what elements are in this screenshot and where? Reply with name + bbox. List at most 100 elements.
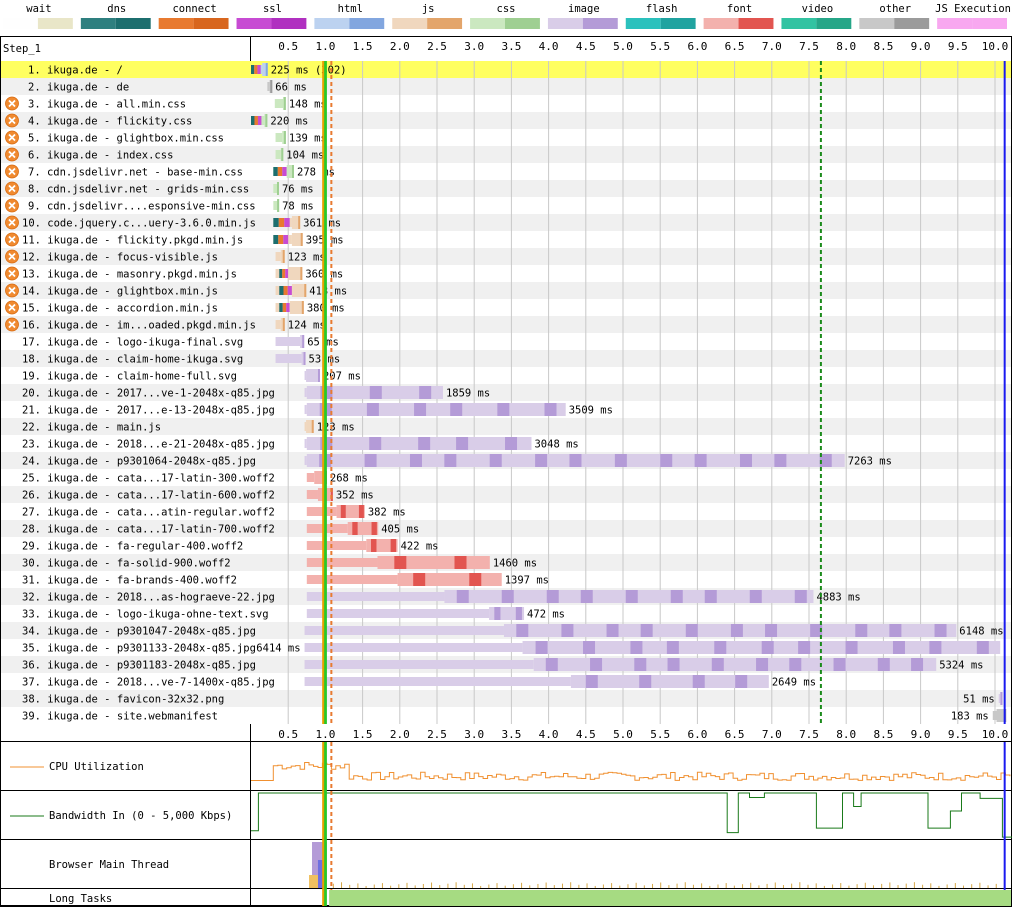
- request-time: 1397 ms: [505, 575, 549, 587]
- request-row: 8. cdn.jsdelivr.net - grids-min.css 76 ms: [5, 181, 314, 196]
- request-chunk: [371, 522, 377, 535]
- main-thread-tick: [971, 884, 973, 888]
- main-thread-tick: [889, 882, 891, 888]
- request-label: 9. cdn.jsdelivr....esponsive-min.css: [28, 201, 256, 213]
- request-wait-bar: [304, 388, 307, 397]
- request-chunk: [516, 624, 529, 637]
- main-thread-activity: [317, 860, 326, 888]
- request-time: 104 ms: [286, 150, 324, 162]
- legend-swatch: [392, 18, 463, 29]
- request-chunk: [450, 403, 463, 416]
- request-label: 17. ikuga.de - logo-ikuga-final.svg: [22, 337, 243, 349]
- main-thread-tick: [709, 885, 711, 888]
- request-download-bar: [300, 335, 305, 348]
- main-thread-tick: [349, 884, 351, 888]
- row-background: [1, 316, 1011, 333]
- main-thread-tick: [341, 882, 343, 888]
- ssl-bar: [257, 116, 262, 125]
- request-row: 16. ikuga.de - im...oaded.pkgd.min.js 124…: [5, 317, 326, 332]
- connect-bar: [282, 269, 286, 278]
- request-chunk: [282, 250, 285, 263]
- request-chunk: [730, 624, 743, 637]
- dns-bar: [251, 116, 255, 125]
- x-tick-label: 7.0: [762, 728, 782, 741]
- request-label: 35. ikuga.de - p9301133-2048x-q85.jpg: [22, 643, 256, 655]
- row-background: [1, 571, 1011, 588]
- request-chunk: [494, 607, 501, 620]
- x-tick-label: 10.0: [982, 728, 1009, 741]
- main-thread-tick: [701, 883, 703, 888]
- request-chunk: [929, 641, 942, 654]
- request-chunk: [735, 675, 748, 688]
- request-chunk: [798, 641, 811, 654]
- legend-label: ssl: [263, 3, 282, 15]
- request-label: 16. ikuga.de - im...oaded.pkgd.min.js: [22, 320, 256, 332]
- x-tick-label: 5.5: [650, 728, 670, 741]
- row-background: [1, 248, 1011, 265]
- request-chunk: [789, 658, 802, 671]
- request-row: 28. ikuga.de - cata...17-latin-700.woff2…: [22, 522, 419, 536]
- x-tick-label: 9.5: [948, 40, 968, 53]
- request-row: 14. ikuga.de - glightbox.min.js 413 ms: [5, 283, 347, 298]
- request-row: 21. ikuga.de - 2017...e-13-2048x-q85.jpg…: [22, 403, 613, 417]
- request-chunk: [877, 658, 890, 671]
- request-label: 29. ikuga.de - fa-regular-400.woff2: [22, 541, 243, 553]
- request-time: 352 ms: [336, 490, 374, 502]
- request-download-bar: [289, 301, 304, 314]
- row-background: [1, 180, 1011, 197]
- main-thread-activity: [309, 875, 318, 888]
- main-thread-tick: [750, 882, 752, 888]
- request-time: 5324 ms: [939, 660, 983, 672]
- request-label: 1. ikuga.de - /: [28, 65, 123, 77]
- main-thread-tick: [447, 883, 449, 888]
- request-row: 12. ikuga.de - focus-visible.js 123 ms: [5, 249, 326, 264]
- legend-item-flash: flash: [625, 3, 696, 29]
- row-background: [1, 418, 1011, 435]
- request-chunk: [660, 454, 673, 467]
- main-thread-tick: [692, 884, 694, 888]
- request-chunk: [364, 454, 377, 467]
- request-time: 382 ms: [368, 507, 406, 519]
- request-chunk: [419, 386, 432, 399]
- main-thread-tick: [545, 882, 547, 888]
- request-chunk: [585, 675, 598, 688]
- request-chunk: [892, 641, 905, 654]
- request-chunk: [546, 590, 559, 603]
- legend-item-js-execution: JS Execution: [935, 3, 1011, 29]
- main-thread-tick: [406, 882, 408, 888]
- request-download-bar: [996, 709, 1007, 722]
- request-chunk: [456, 590, 469, 603]
- legend-item-other: other: [859, 3, 930, 29]
- warning-icon: [5, 147, 19, 162]
- row-background: [1, 333, 1011, 350]
- x-tick-label: 3.0: [464, 40, 484, 53]
- dns-bar: [273, 218, 279, 227]
- x-tick-label: 5.5: [650, 40, 670, 53]
- request-label: 3. ikuga.de - all.min.css: [28, 99, 186, 111]
- request-chunk: [606, 624, 619, 637]
- request-chunk: [292, 165, 295, 178]
- request-time: 78 ms: [282, 201, 314, 213]
- request-label: 12. ikuga.de - focus-visible.js: [22, 252, 218, 264]
- main-thread-tick: [586, 883, 588, 888]
- legend-swatch: [470, 18, 540, 29]
- main-thread-tick: [431, 882, 433, 888]
- request-label: 25. ikuga.de - cata...17-latin-300.woff2: [22, 473, 275, 485]
- request-chunk: [505, 437, 518, 450]
- request-chunk: [749, 590, 762, 603]
- request-chunk: [545, 658, 558, 671]
- request-label: 39. ikuga.de - site.webmanifest: [22, 711, 218, 723]
- request-wait-bar: [998, 694, 1001, 703]
- request-chunk: [369, 437, 382, 450]
- request-chunk: [774, 454, 787, 467]
- x-axis-bottom: 0.5 1.0 1.5 2.0 2.5 3.0 3.5 4.0 4.5 5.0 5.5 6.0 6.5 7…: [278, 728, 1008, 741]
- main-thread-tick: [422, 883, 424, 888]
- request-chunk: [369, 386, 382, 399]
- main-thread-tick: [594, 885, 596, 888]
- legend-label: html: [338, 3, 363, 15]
- row-background: [1, 707, 1011, 724]
- main-thread-tick: [815, 883, 817, 888]
- ssl-bar: [257, 65, 261, 74]
- request-wait-bar: [306, 524, 348, 533]
